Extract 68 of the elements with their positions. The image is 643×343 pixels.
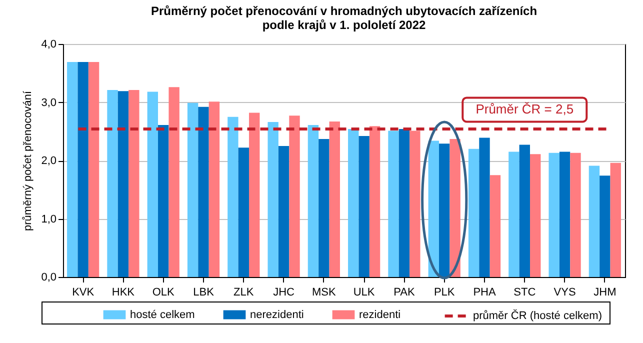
- x-tick-label: ZLK: [234, 286, 254, 298]
- bar: [410, 130, 420, 277]
- bar: [289, 116, 300, 277]
- bar: [600, 176, 610, 277]
- annotation: Průměr ČR = 2,5: [476, 102, 574, 117]
- legend-label: nerezidenti: [250, 308, 304, 321]
- bar: [208, 102, 220, 277]
- bar: [329, 121, 340, 277]
- bar: [508, 152, 520, 277]
- bar: [248, 112, 260, 277]
- x-tick-label: KVK: [72, 286, 95, 298]
- x-tick-label: PLK: [434, 286, 456, 298]
- bar: [67, 62, 78, 277]
- x-tick-label: LBK: [193, 286, 215, 298]
- x-tick-label: STC: [514, 286, 536, 298]
- legend-label: rezidenti: [359, 308, 401, 321]
- bar: [479, 138, 490, 277]
- bar: [570, 152, 581, 277]
- bar: [559, 152, 570, 277]
- bar: [147, 92, 158, 277]
- chart-title: Průměrný počet přenocování v hromadných ubytovacích zařízeních podle krajů v 1. pololetí 2022: [150, 4, 538, 32]
- bar: [439, 144, 450, 277]
- bar: [238, 148, 249, 277]
- y-tick-label: 4,0: [41, 38, 56, 50]
- x-tick-label: VYS: [554, 286, 576, 298]
- legend-label: hosté celkem: [130, 308, 195, 321]
- bar: [348, 129, 359, 277]
- bar: [450, 138, 460, 277]
- bar: [369, 126, 380, 277]
- bar: [198, 106, 209, 277]
- bar: [548, 152, 560, 277]
- bar: [318, 138, 330, 277]
- bar: [358, 136, 370, 277]
- bar: [388, 130, 399, 277]
- bar: [398, 129, 410, 277]
- x-tick-label: PHA: [473, 286, 496, 298]
- bar: [308, 124, 319, 277]
- legend-label: průměr ČR (hosté celkem): [473, 309, 602, 322]
- bar: [468, 148, 480, 277]
- x-tick-label: PAK: [394, 286, 416, 298]
- bar: [107, 90, 118, 277]
- x-tick-label: JHC: [273, 286, 295, 298]
- y-axis-title: průměrný počet přenocování: [22, 90, 34, 232]
- bar: [128, 90, 140, 277]
- bar: [78, 62, 88, 277]
- y-tick-label: 1,0: [41, 213, 56, 226]
- x-tick-label: MSK: [312, 286, 337, 298]
- bar: [588, 166, 600, 277]
- bar: [228, 116, 238, 277]
- x-tick-label: ULK: [353, 286, 376, 298]
- bar: [118, 91, 129, 277]
- y-tick-label: 3,0: [41, 96, 56, 109]
- bar: [530, 154, 541, 277]
- bar: [519, 144, 530, 277]
- bar: [278, 146, 290, 277]
- y-tick-label: 2,0: [41, 155, 56, 167]
- bar: [268, 122, 278, 277]
- bar: [88, 62, 100, 277]
- bar: [610, 162, 621, 277]
- x-tick-label: OLK: [152, 286, 176, 298]
- bar: [158, 124, 169, 277]
- y-tick-label: 0,0: [41, 272, 56, 284]
- bar: [490, 175, 501, 277]
- bar: [187, 102, 198, 277]
- bar: [168, 87, 180, 277]
- x-tick-label: HKK: [112, 286, 136, 298]
- bar: [428, 140, 440, 277]
- x-tick-label: JHM: [594, 286, 616, 298]
